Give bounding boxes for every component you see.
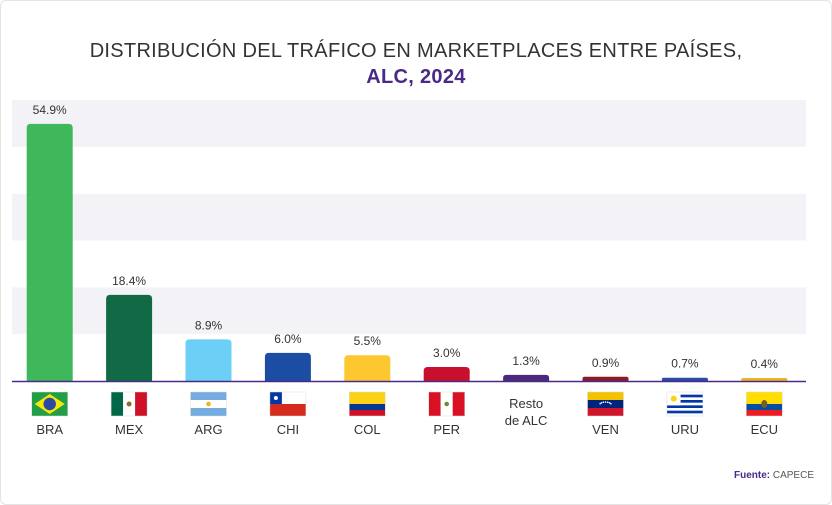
value-label: 0.4% (751, 357, 779, 371)
value-label: 6.0% (274, 332, 302, 346)
chile-flag-icon (269, 391, 307, 417)
value-label: 0.9% (592, 356, 620, 370)
source-note: Fuente: CAPECE (734, 470, 814, 481)
source-value: CAPECE (772, 470, 814, 481)
bar-per (423, 366, 470, 381)
category-label: COL (354, 422, 381, 437)
value-label: 8.9% (195, 318, 223, 332)
peru-flag-icon (428, 391, 465, 417)
bar-arg (185, 339, 232, 381)
chart-title-line1: DISTRIBUCIÓN DEL TRÁFICO EN MARKETPLACES… (89, 40, 743, 62)
bar-ven (582, 376, 629, 381)
grid-band (12, 100, 806, 147)
chart-title: DISTRIBUCIÓN DEL TRÁFICO EN MARKETPLACES… (0, 38, 832, 90)
category-label: CHI (277, 422, 299, 437)
value-label: 54.9% (33, 103, 67, 117)
bar-chi (264, 352, 311, 381)
bar-bra (26, 123, 73, 381)
uruguay-flag-icon (666, 391, 704, 417)
value-label: 18.4% (112, 274, 146, 288)
category-label: BRA (36, 422, 63, 437)
bar-uru (661, 377, 708, 381)
bar-mex (106, 294, 153, 381)
category-labels: BRA MEX ARG CHI COL PER Resto de ALC VEN URU ECU (36, 396, 778, 437)
bar-resto-de-alc (503, 374, 550, 381)
grid-band (12, 146, 806, 194)
ecuador-flag-icon (746, 391, 783, 417)
bars (26, 123, 788, 381)
argentina-flag-icon (190, 391, 227, 417)
category-label: ECU (751, 422, 778, 437)
category-label: MEX (115, 422, 144, 437)
category-label: Resto de ALC (505, 396, 548, 428)
grid-band (12, 193, 806, 241)
mexico-flag-icon (110, 391, 148, 417)
venezuela-flag-icon (587, 391, 624, 417)
category-label: ARG (194, 422, 222, 437)
category-label: PER (433, 422, 460, 437)
source-label: Fuente: (733, 470, 771, 481)
value-label: 1.3% (512, 354, 540, 368)
category-label: VEN (592, 422, 619, 437)
value-label: 0.7% (671, 357, 699, 371)
flags (31, 391, 783, 417)
grid-band (12, 240, 806, 288)
value-label: 3.0% (433, 346, 461, 360)
bar-ecu (741, 378, 788, 381)
bar-col (344, 355, 391, 381)
value-label: 5.5% (354, 334, 382, 348)
colombia-flag-icon (349, 391, 386, 417)
category-label: URU (671, 422, 699, 437)
brazil-flag-icon (31, 391, 68, 417)
value-labels: 54.9% 18.4% 8.9% 6.0% 5.5% 3.0% 1.3% 0.9% 0.7% 0.… (33, 103, 779, 371)
chart-subtitle: ALC, 2024 (366, 66, 466, 88)
